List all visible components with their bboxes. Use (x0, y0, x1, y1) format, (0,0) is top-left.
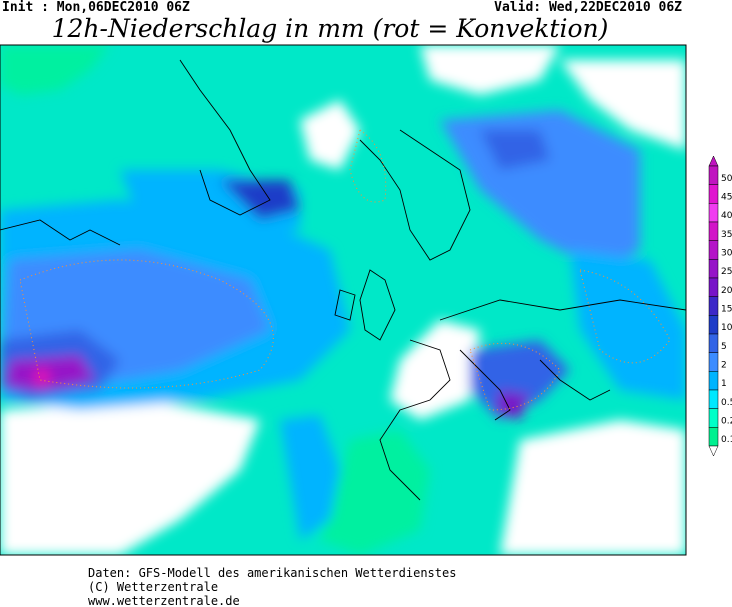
colorbar-bottom (708, 445, 719, 457)
colorbar-swatch (708, 333, 719, 353)
colorbar-label: 0.1 (721, 435, 732, 445)
colorbar-label: 25 (721, 267, 732, 277)
colorbar-label: 30 (721, 249, 732, 259)
colorbar: 50 45 40 35 30 25 20 15 10 5 2 1 0.5 0.2 0.1 (708, 155, 732, 457)
colorbar-swatch (708, 203, 719, 223)
colorbar-swatch (708, 165, 719, 185)
init-time: Init : Mon,06DEC2010 06Z (2, 0, 190, 15)
colorbar-label: 5 (721, 342, 727, 352)
colorbar-label: 20 (721, 286, 732, 296)
colorbar-label: 50 (721, 174, 732, 184)
coastlines (0, 59, 686, 501)
colorbar-label: 1 (721, 379, 727, 389)
colorbar-label: 15 (721, 305, 732, 315)
colorbar-swatch (708, 371, 719, 391)
footer-source: Daten: GFS-Modell des amerikanischen Wet… (88, 566, 457, 580)
colorbar-label: 2 (721, 361, 727, 371)
colorbar-swatch (708, 221, 719, 241)
colorbar-swatch (708, 408, 719, 428)
colorbar-label: 35 (721, 230, 732, 240)
colorbar-label: 0.2 (721, 417, 732, 427)
colorbar-label: 45 (721, 193, 732, 203)
colorbar-swatch (708, 427, 719, 447)
colorbar-top (708, 155, 719, 167)
colorbar-swatch (708, 184, 719, 204)
valid-time: Valid: Wed,22DEC2010 06Z (494, 0, 682, 15)
map-frame (0, 44, 687, 556)
precipitation-field (0, 45, 686, 555)
colorbar-swatch (708, 315, 719, 335)
colorbar-label: 10 (721, 323, 732, 333)
colorbar-swatch (708, 240, 719, 260)
colorbar-swatch (708, 259, 719, 279)
colorbar-label: 40 (721, 211, 732, 221)
footer-url: www.wetterzentrale.de (88, 594, 240, 607)
colorbar-label: 0.5 (721, 398, 732, 408)
colorbar-swatch (708, 296, 719, 316)
footer-copyright: (C) Wetterzentrale (88, 580, 219, 594)
colorbar-swatch (708, 277, 719, 297)
colorbar-swatch (708, 389, 719, 409)
colorbar-swatch (708, 352, 719, 372)
map-title: 12h-Niederschlag in mm (rot = Konvektion… (51, 14, 609, 43)
